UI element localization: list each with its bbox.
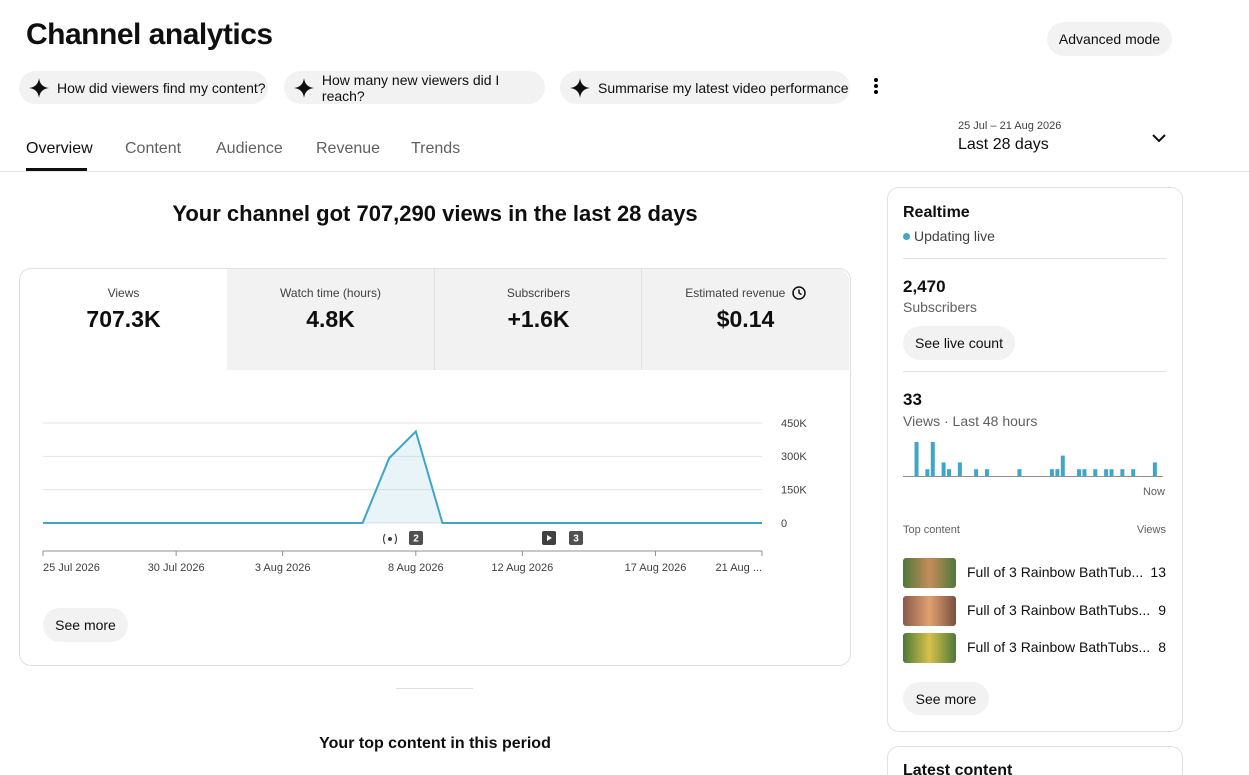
tab[interactable]: Trends — [411, 140, 461, 157]
clock-icon — [791, 286, 806, 300]
video-views: 13 — [1150, 564, 1166, 580]
suggestion-chip[interactable]: Summarise my latest video performance — [560, 71, 850, 104]
see-more-button[interactable]: See more — [903, 682, 989, 715]
thumbnail[interactable] — [903, 558, 956, 588]
summary-heading: Your channel got 707,290 views in the la… — [172, 201, 698, 226]
suggestion-text: How many new viewers did I reach? — [321, 71, 500, 104]
views-label: Views · Last 48 hours — [903, 413, 1038, 429]
metric-label: Views — [107, 286, 140, 300]
sparkle-icon — [29, 77, 49, 98]
views-header: Views — [1136, 524, 1166, 536]
thumbnail[interactable] — [903, 596, 956, 626]
divider — [903, 258, 1166, 259]
suggestion-chip[interactable]: How did viewers find my content? — [19, 71, 268, 104]
tab[interactable]: Content — [125, 140, 182, 157]
realtime-status: Updating live — [903, 228, 995, 244]
dropdown-chevron[interactable] — [1150, 131, 1168, 145]
metric-value: +1.6K — [507, 306, 570, 332]
metric-label: Subscribers — [506, 286, 571, 300]
suggestion-chip[interactable]: How many new viewers did I reach? — [284, 71, 545, 104]
suggestion-text: Summarise my latest video performance — [598, 79, 849, 96]
metric-value: $0.14 — [716, 306, 775, 332]
see-more-button[interactable]: See more — [43, 608, 128, 642]
live-dot — [903, 233, 910, 240]
metric-label-text: Estimated revenue — [685, 286, 786, 300]
metric-tab[interactable]: Subscribers +1.6K — [434, 269, 642, 370]
video-title[interactable]: Full of 3 Rainbow BathTub... — [967, 564, 1144, 580]
subscriber-count: 2,470 — [903, 277, 946, 296]
more-menu[interactable] — [870, 76, 882, 98]
sparkle-icon — [294, 77, 314, 98]
advanced-mode-button[interactable]: Advanced mode — [1047, 22, 1172, 56]
sparkle-icon — [570, 77, 590, 98]
video-views: 8 — [1158, 639, 1166, 655]
video-title[interactable]: Full of 3 Rainbow BathTubs... — [967, 602, 1151, 618]
views-count: 33 — [903, 390, 922, 409]
metric-value: 4.8K — [306, 306, 355, 332]
video-views: 9 — [1158, 602, 1166, 618]
page-title: Channel analytics — [26, 18, 273, 51]
suggestion-text: How did viewers find my content? — [57, 79, 266, 96]
tab[interactable]: Audience — [216, 140, 283, 157]
divider — [903, 371, 1166, 372]
tab[interactable]: Overview — [26, 140, 93, 157]
top-content-header: Top content — [903, 524, 960, 536]
active-tab-indicator — [26, 168, 87, 171]
divider — [396, 688, 473, 689]
subscriber-label: Subscribers — [903, 299, 977, 315]
thumbnail[interactable] — [903, 633, 956, 663]
realtime-title: Realtime — [903, 204, 970, 221]
divider — [0, 171, 1249, 172]
metric-label: Watch time (hours) — [280, 286, 381, 300]
latest-content-card — [887, 746, 1183, 775]
video-title[interactable]: Full of 3 Rainbow BathTubs... — [967, 639, 1151, 655]
metric-tab[interactable]: Estimated revenue $0.14 — [641, 269, 849, 370]
section-heading: Your top content in this period — [319, 735, 551, 752]
latest-content-title: Latest content — [903, 762, 1013, 775]
date-range-label[interactable]: Last 28 days — [958, 136, 1049, 153]
metric-tab[interactable]: Watch time (hours) 4.8K — [227, 269, 434, 370]
status-text: Updating live — [914, 228, 995, 244]
date-range[interactable]: 25 Jul – 21 Aug 2026 — [958, 120, 1062, 132]
metric-tab[interactable]: Views 707.3K — [20, 269, 227, 370]
tab[interactable]: Revenue — [316, 140, 381, 157]
metric-label: Estimated revenue — [642, 286, 849, 300]
metric-value: 707.3K — [86, 306, 161, 332]
see-live-count-button[interactable]: See live count — [903, 326, 1015, 360]
